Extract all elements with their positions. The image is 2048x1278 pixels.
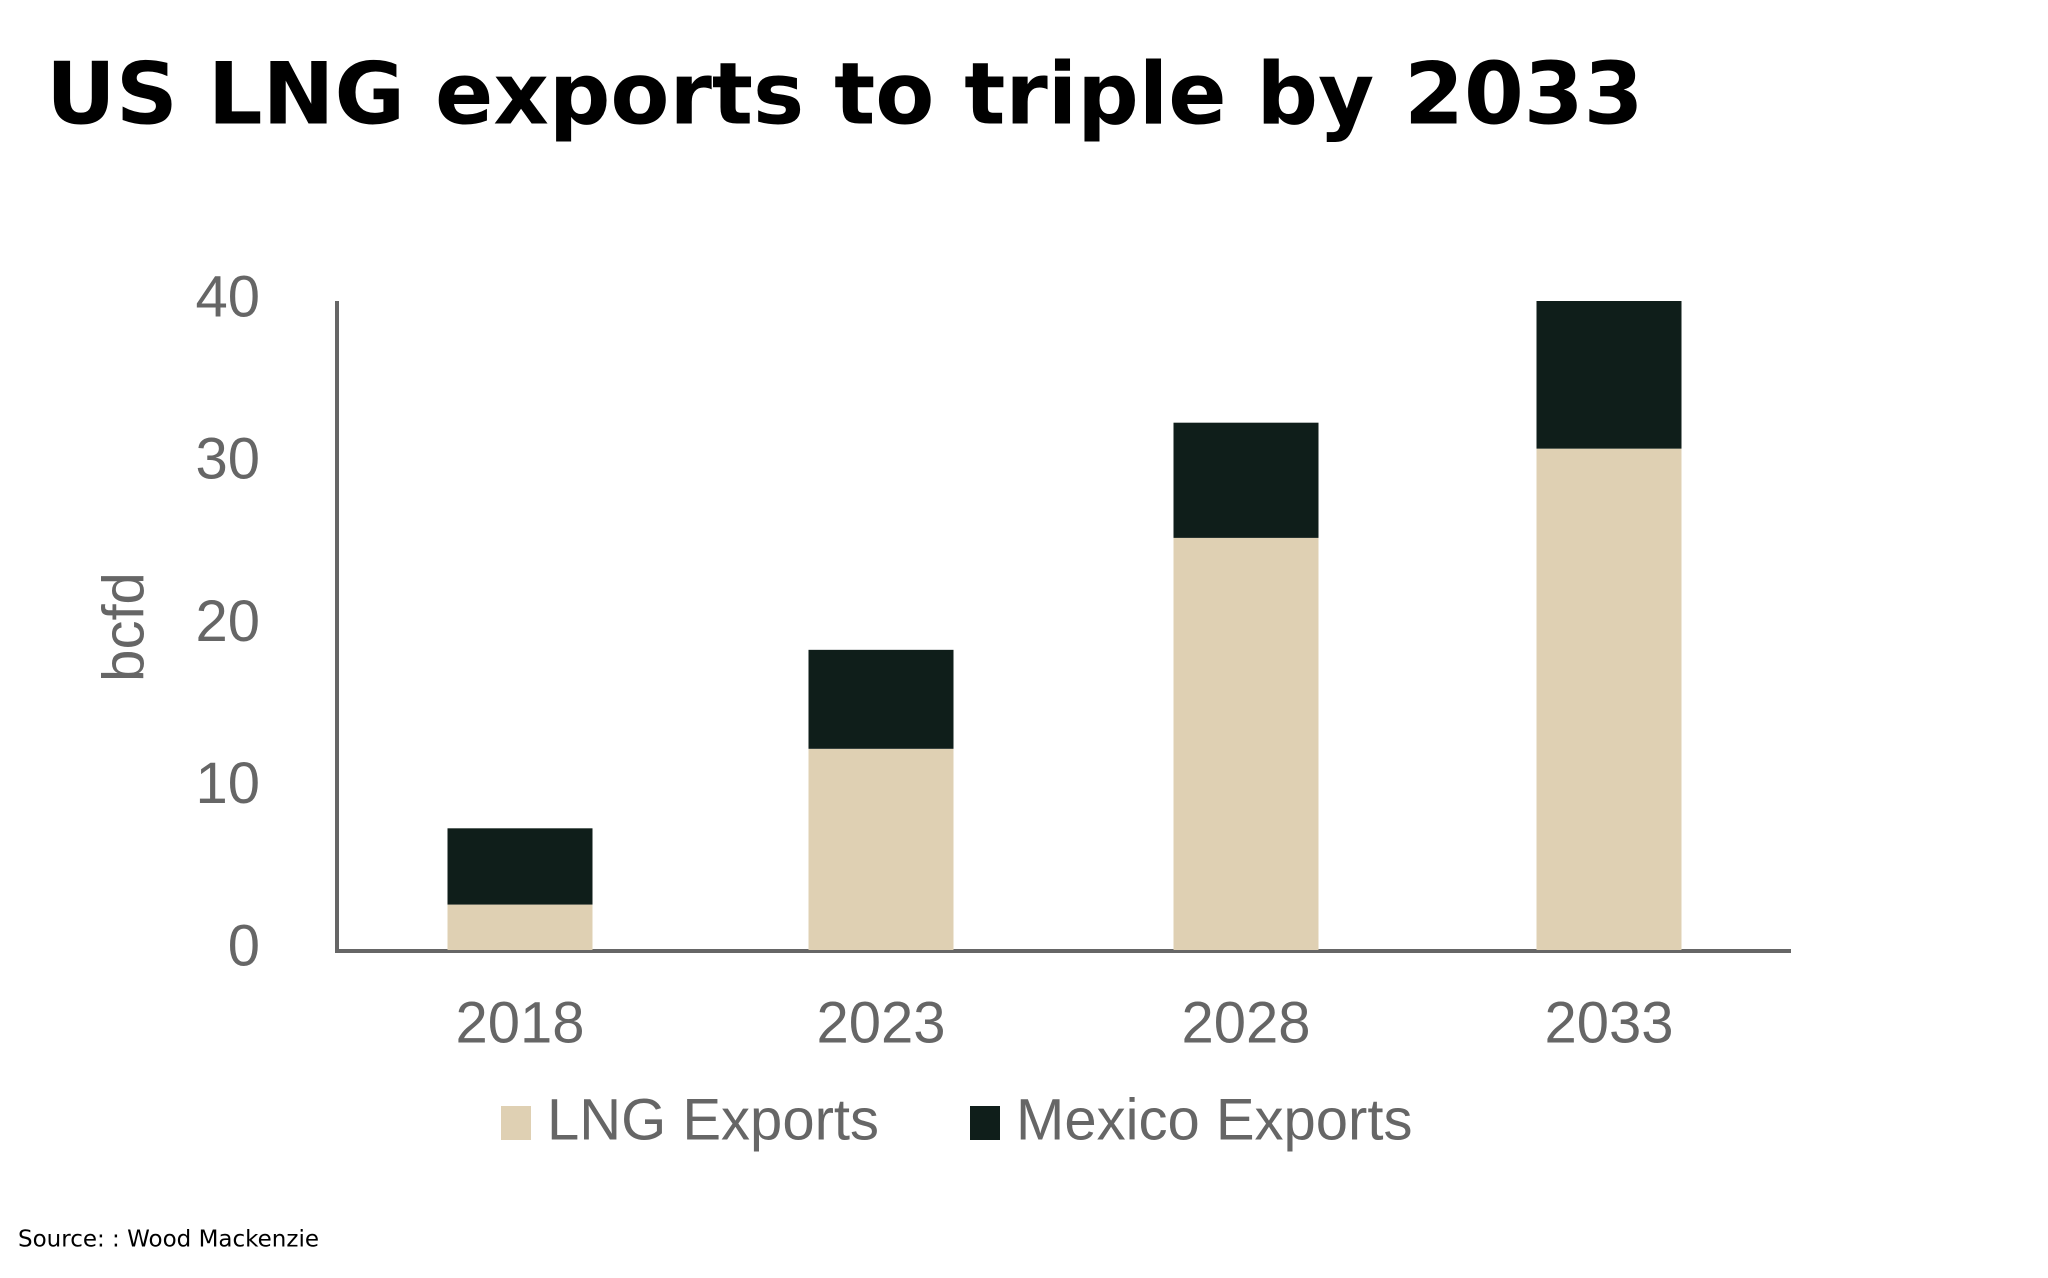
bar-segment: [447, 828, 593, 905]
source: Source: : Wood Mackenzie: [18, 1227, 319, 1253]
y-tick-label: 40: [195, 264, 260, 329]
bar-segment: [1536, 301, 1682, 449]
y-tick-label: 10: [195, 751, 260, 816]
x-tick-label: 2028: [1181, 990, 1310, 1055]
legend-label: Mexico Exports: [1016, 1087, 1412, 1152]
y-tick-label: 30: [195, 427, 260, 492]
x-tick-label: 2033: [1544, 990, 1673, 1055]
bar-segment: [808, 748, 954, 950]
y-tick-label: 0: [228, 913, 260, 978]
chart-title: US LNG exports to triple by 2033: [46, 44, 1643, 144]
x-tick-label: 2023: [816, 990, 945, 1055]
x-tick-label: 2018: [455, 990, 584, 1055]
bar-segment: [1536, 448, 1682, 950]
y-tick-label: 20: [195, 589, 260, 654]
legend-label: LNG Exports: [547, 1087, 879, 1152]
legend-swatch: [970, 1106, 1000, 1140]
bar-segment: [1173, 537, 1319, 950]
bar-segment: [808, 649, 954, 749]
y-axis-label: bcfd: [91, 572, 156, 682]
legend-swatch: [501, 1106, 531, 1140]
bar-segment: [1173, 422, 1319, 538]
bar-segment: [447, 904, 593, 950]
